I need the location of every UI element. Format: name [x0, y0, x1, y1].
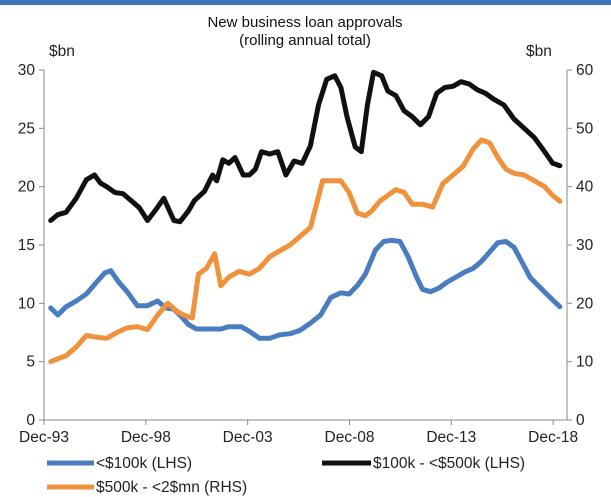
y-right-tick-label: 30 [576, 237, 594, 254]
legend-label-3: $500k - <2$mn (RHS) [96, 479, 247, 496]
x-tick-label: Dec-18 [528, 429, 578, 446]
legend-label-2: $100k - <$500k (LHS) [373, 455, 525, 472]
x-tick-label: Dec-13 [426, 429, 476, 446]
x-tick-label: Dec-93 [19, 429, 69, 446]
series-line-3 [48, 137, 563, 365]
chart-title: New business loan approvals [207, 14, 402, 31]
y-left-tick-label: 0 [26, 412, 35, 429]
x-tick-label: Dec-03 [223, 429, 273, 446]
top-accent-rule [0, 0, 611, 5]
y-right-tick-label: 50 [576, 120, 594, 137]
y-left-tick-label: 25 [18, 120, 35, 137]
series-line-1 [48, 237, 563, 341]
series-lines [48, 69, 563, 365]
y-left-tick-label: 10 [18, 295, 36, 312]
y-right-unit-label: $bn [526, 43, 552, 60]
y-right-tick-label: 60 [576, 62, 594, 79]
legend-label-1: <$100k (LHS) [96, 455, 192, 472]
chart-subtitle: (rolling annual total) [239, 32, 371, 49]
x-tick-label: Dec-08 [325, 429, 375, 446]
y-left-tick-label: 30 [18, 62, 36, 79]
legend: <$100k (LHS) $100k - <$500k (LHS) $500k - … [47, 455, 525, 496]
series-line-2 [48, 69, 563, 225]
y-left-tick-label: 15 [18, 237, 35, 254]
y-right-tick-label: 20 [576, 295, 594, 312]
y-left-tick-label: 5 [26, 354, 35, 371]
y-right-tick-label: 40 [576, 179, 594, 196]
y-left-unit-label: $bn [49, 43, 75, 60]
y-left-tick-label: 20 [18, 179, 36, 196]
x-tick-label: Dec-98 [121, 429, 171, 446]
axes: 0 5 10 15 20 25 30 0 10 20 30 40 50 60 Dec-93 Dec-98 Dec… [18, 62, 594, 446]
y-right-tick-label: 10 [576, 354, 594, 371]
y-right-tick-label: 0 [576, 412, 585, 429]
